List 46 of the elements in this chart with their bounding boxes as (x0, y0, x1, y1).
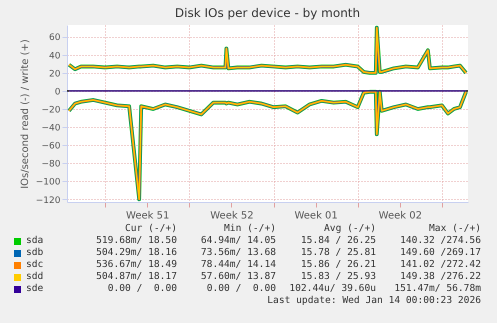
text: Min (-/+) (224, 223, 276, 235)
text: 519.68m/ 18.50 (96, 235, 177, 247)
chart-title: Disk IOs per device - by month (174, 6, 360, 20)
y-tick-label: −100 (36, 178, 61, 188)
text: 504.87m/ 18.17 (96, 271, 177, 283)
text: 15.78 / 25.81 (300, 247, 376, 259)
text: 15.86 / 26.21 (300, 259, 376, 271)
x-tick-label: Week 02 (378, 210, 422, 222)
x-tick-label: Week 51 (126, 210, 170, 222)
text: Last update: Wed Jan 14 00:00:23 2026 (267, 295, 481, 307)
legend-label: sdb (26, 247, 44, 259)
y-tick-label: −20 (42, 105, 61, 116)
text: 15.84 / 26.25 (300, 235, 376, 247)
legend-label: sda (26, 235, 44, 247)
text: 151.47m/ 56.78m (394, 283, 481, 295)
x-tick-label: Week 01 (294, 210, 338, 222)
text: 64.94m/ 14.05 (200, 235, 276, 247)
text: 57.60m/ 13.87 (200, 271, 276, 283)
text: 73.56m/ 13.68 (200, 247, 276, 259)
text: Avg (-/+) (324, 223, 376, 235)
text: 78.44m/ 14.14 (200, 259, 276, 271)
x-tick-label: Week 52 (210, 210, 254, 222)
y-tick-label: −80 (42, 160, 61, 170)
text: Max (-/+) (429, 223, 481, 235)
y-tick-label: −40 (42, 124, 61, 134)
text: 140.32 /274.56 (400, 235, 481, 247)
y-tick-label: 20 (49, 69, 61, 80)
text: 504.29m/ 18.16 (96, 247, 177, 259)
text: 141.02 /272.42 (400, 259, 481, 271)
text: 0.00 / 0.00 (206, 283, 276, 295)
text: Cur (-/+) (125, 223, 177, 235)
text: 149.60 /269.17 (400, 247, 481, 259)
y-axis-title: IOs/second read (-) / write (+) (20, 39, 31, 189)
y-tick-label: 60 (49, 33, 61, 44)
text: 149.38 /276.22 (400, 271, 481, 283)
y-tick-label: −60 (42, 142, 61, 152)
y-tick-label: 0 (54, 87, 61, 98)
text: 0.00 / 0.00 (108, 283, 177, 295)
legend-label: sde (26, 283, 44, 295)
y-tick-label: −120 (36, 196, 61, 206)
y-tick-label: 40 (49, 51, 61, 62)
text: 102.44u/ 39.60u (289, 283, 376, 295)
legend-label: sdc (26, 259, 44, 271)
text: 536.67m/ 18.49 (96, 259, 177, 271)
legend-label: sdd (26, 271, 44, 283)
text: 15.83 / 25.93 (300, 271, 376, 283)
